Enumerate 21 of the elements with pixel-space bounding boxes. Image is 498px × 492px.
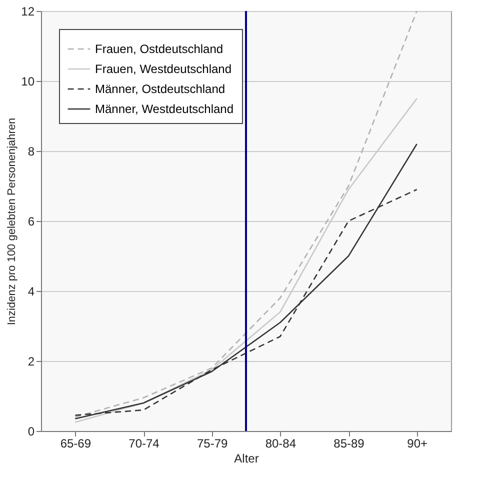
y-tick-label: 2 <box>28 354 35 368</box>
x-tick-label: 75-79 <box>196 436 228 450</box>
legend-label: Männer, Ostdeutschland <box>95 82 226 96</box>
x-tick-label: 70-74 <box>128 436 160 450</box>
y-tick-label: 6 <box>28 214 35 228</box>
y-tick-label: 12 <box>21 4 35 18</box>
y-tick-label: 10 <box>21 74 35 88</box>
y-tick-label: 4 <box>28 284 35 298</box>
line-series <box>74 143 418 420</box>
y-axis-title: Inzidenz pro 100 gelebten Personenjahren <box>6 118 18 326</box>
x-tick-label: 80-84 <box>265 436 296 450</box>
x-tick-label: 90+ <box>407 436 428 450</box>
legend-label: Frauen, Westdeutschland <box>95 62 232 76</box>
x-axis-title: Alter <box>234 452 259 466</box>
x-tick-label: 65-69 <box>60 436 92 450</box>
legend-label: Frauen, Ostdeutschland <box>95 42 224 56</box>
y-tick-label: 0 <box>28 424 35 438</box>
x-tick-label: 85-89 <box>334 436 365 450</box>
legend-label: Männer, Westdeutschland <box>95 102 234 116</box>
y-tick-label: 8 <box>28 144 35 158</box>
line-series <box>74 10 418 418</box>
